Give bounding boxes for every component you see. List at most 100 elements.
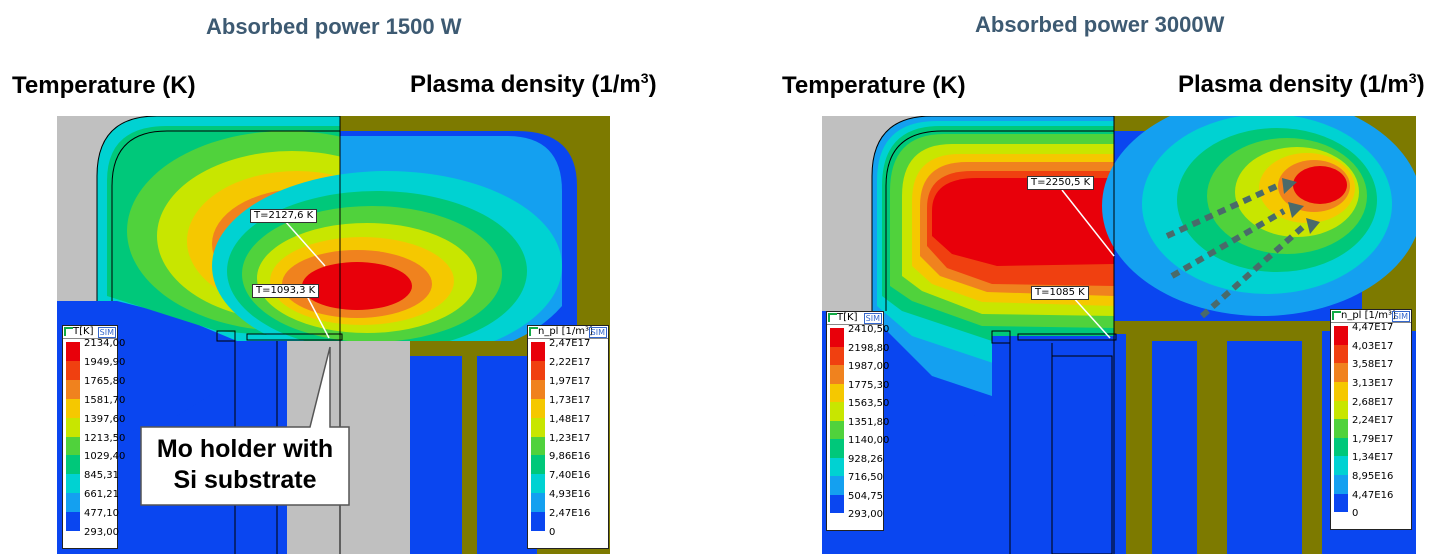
temperature-legend-3000w[interactable]: T[K] SIM 2410,50 2198,80 1987,00 1775,30 1563… [826,311,889,531]
legend-value: 504,75 [848,490,883,502]
legend-value: 1563,50 [848,398,890,410]
density-legend-1500w[interactable]: n_pl [1/m³] SIM 2,47E17 2,22E17 1,97E17 1,73… [527,325,609,549]
legend-header: n_pl [1/m³] SIM [528,326,608,339]
legend-row: 293,00 [827,510,883,529]
legend-swatch [531,360,545,380]
legend-value: 1,79E17 [1352,433,1394,445]
legend-row: 8,95E16 [1331,471,1411,494]
legend-swatch [1334,475,1348,494]
legend-value: 293,00 [84,527,119,539]
legend-value: 1351,80 [848,416,890,428]
legend-swatch [66,398,80,418]
legend-row: 4,47E17 [1331,322,1411,345]
callout-bubble [140,346,350,506]
legend-swatch [531,417,545,437]
legend-row: 1,97E17 [528,375,608,399]
legend-row: 3,58E17 [1331,360,1411,382]
panel-title-1500w: Absorbed power 1500 W [206,14,462,39]
legend-value: 1397,60 [84,413,126,425]
legend-value: 1213,50 [84,432,126,444]
density-label-close: ) [1416,71,1425,98]
legend-row: 3,13E17 [1331,377,1411,401]
legend-swatch [66,493,80,513]
legend-swatch [1334,326,1348,345]
legend-row: 1,73E17 [528,394,608,418]
legend-row: 2,47E16 [528,508,608,532]
legend-row: 1351,80 [827,417,889,440]
legend-logo: SIM [588,327,607,338]
legend-value: 716,50 [848,472,883,484]
legend-value: 2,68E17 [1352,396,1394,408]
density-legend-3000w[interactable]: n_pl [1/m³] SIM 4,47E17 4,03E17 3,58E17 3,13… [1330,309,1412,530]
legend-value: 1,97E17 [549,375,591,387]
legend-row: 1,23E17 [528,432,608,456]
legend-value: 2,47E16 [549,508,591,520]
legend-value: 661,21 [84,489,119,501]
legend-row: 716,50 [827,472,883,495]
legend-value: 4,47E16 [1352,489,1394,501]
density-label-text: Plasma density (1/m [1178,71,1409,98]
legend-value: 1,73E17 [549,394,591,406]
legend-row: 1140,00 [827,436,889,458]
legend-swatch [531,342,545,361]
callout-text: Mo holder with Si substrate [141,434,349,496]
legend-value: 2,22E17 [549,356,591,368]
legend-value: 845,31 [84,470,119,482]
legend-row: 2,68E17 [1331,396,1411,420]
legend-swatch [1334,363,1348,382]
legend-swatch [531,474,545,494]
legend-swatch [66,436,80,456]
legend-swatch [830,402,844,421]
legend-swatch [66,474,80,494]
legend-row: 2410,50 [827,325,889,347]
legend-swatch [66,455,80,475]
legend-row: 1949,90 [63,357,125,380]
temperature-tag-holder-3000w: T=1085 K [1031,286,1089,300]
legend-swatch [66,417,80,437]
legend-value: 2,47E17 [549,338,591,349]
legend-value: 8,95E16 [1352,471,1394,482]
temperature-tag-max-1500w: T=2127,6 K [250,209,318,223]
legend-header-text: T[K] [837,312,858,323]
legend-value: 0 [549,527,556,539]
legend-row: 928,26 [827,454,883,477]
legend-row: 1,34E17 [1331,453,1411,475]
temperature-label-3000w: Temperature (K) [782,72,966,99]
legend-value: 1765,80 [84,375,126,387]
legend-row: 2,47E17 [528,338,608,361]
callout-line-1: Mo holder with [156,435,334,463]
legend-value: 4,47E17 [1352,322,1394,333]
legend-value: 3,13E17 [1352,377,1394,389]
legend-swatch [66,379,80,399]
legend-value: 1,23E17 [549,432,591,444]
legend-value: 1949,90 [84,356,126,368]
legend-row: 4,47E16 [1331,489,1411,513]
legend-swatch [1334,437,1348,457]
legend-value: 9,86E16 [549,451,591,463]
legend-swatch [1334,419,1348,438]
temperature-tag-holder-1500w: T=1093,3 K [252,284,320,298]
legend-value: 1140,00 [848,435,890,447]
legend-value: 7,40E16 [549,470,591,482]
legend-swatch [830,383,844,403]
legend-swatch [1334,344,1348,364]
legend-row: 2,24E17 [1331,416,1411,438]
legend-row: 1,48E17 [528,413,608,437]
legend-row: 504,75 [827,490,883,514]
legend-value: 1,48E17 [549,413,591,425]
legend-logo: SIM [863,313,882,324]
legend-swatch [830,457,844,477]
legend-row: 1987,00 [827,362,889,384]
legend-value: 1581,70 [84,394,126,406]
density-label-1500w: Plasma density (1/m3) [410,70,657,99]
legend-header: n_pl [1/m³] SIM [1331,310,1411,323]
legend-row: 2198,80 [827,343,889,366]
callout-line-2: Si substrate [173,466,317,494]
density-label-sup: 3 [1408,70,1417,86]
legend-logo: SIM [97,327,116,338]
legend-value: 477,10 [84,508,119,520]
legend-row: 1213,50 [63,433,125,456]
temperature-legend-1500w[interactable]: T[K] SIM 2134,00 1949,90 1765,80 1581,70 1397… [62,325,125,549]
legend-row: 2134,00 [63,339,125,361]
legend-row: 1775,30 [827,380,889,403]
